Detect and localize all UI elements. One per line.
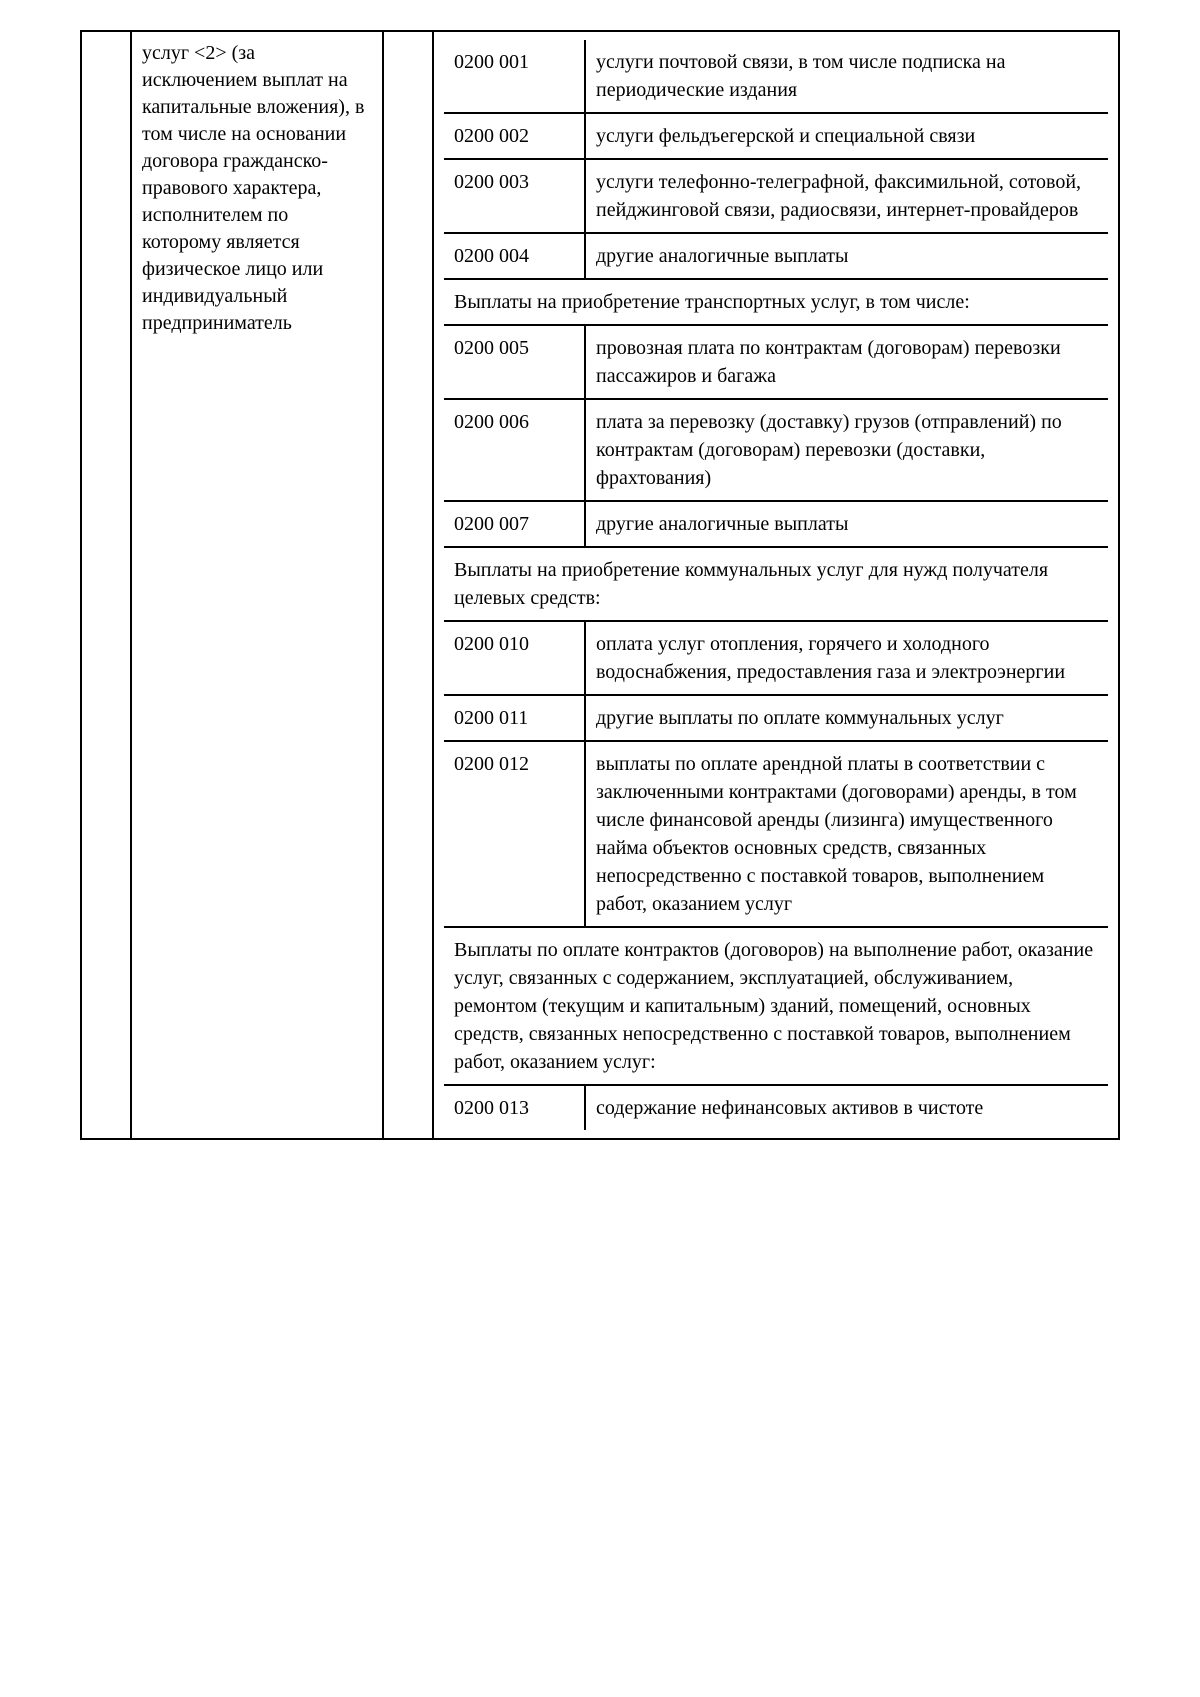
text-cell: другие аналогичные выплаты [585, 233, 1108, 279]
text-cell: провозная плата по контрактам (договорам… [585, 325, 1108, 399]
code-cell: 0200 003 [444, 159, 585, 233]
table-row: 0200 013содержание нефинансовых активов … [444, 1085, 1108, 1130]
section-header: Выплаты на приобретение коммунальных усл… [444, 547, 1108, 621]
table-row: 0200 001услуги почтовой связи, в том чис… [444, 40, 1108, 113]
table-row: 0200 012выплаты по оплате арендной платы… [444, 741, 1108, 927]
code-cell: 0200 012 [444, 741, 585, 927]
code-cell: 0200 001 [444, 40, 585, 113]
text-cell: выплаты по оплате арендной платы в соотв… [585, 741, 1108, 927]
table-row: 0200 011другие выплаты по оплате коммуна… [444, 695, 1108, 741]
text-cell: услуги телефонно-телеграфной, факсимильн… [585, 159, 1108, 233]
text-cell: другие аналогичные выплаты [585, 501, 1108, 547]
table-row: Выплаты по оплате контрактов (договоров)… [444, 927, 1108, 1085]
code-cell: 0200 006 [444, 399, 585, 501]
section-header: Выплаты на приобретение транспортных усл… [444, 279, 1108, 325]
table-row: Выплаты на приобретение транспортных усл… [444, 279, 1108, 325]
inner-table-holder: 0200 001услуги почтовой связи, в том чис… [433, 31, 1119, 1139]
description-text: услуг <2> (за исключением выплат на капи… [142, 42, 364, 334]
text-cell: услуги почтовой связи, в том числе подпи… [585, 40, 1108, 113]
table-row: 0200 003услуги телефонно-телеграфной, фа… [444, 159, 1108, 233]
spacer-cell [383, 31, 433, 1139]
text-cell: другие выплаты по оплате коммунальных ус… [585, 695, 1108, 741]
code-cell: 0200 002 [444, 113, 585, 159]
code-cell: 0200 005 [444, 325, 585, 399]
table-row: 0200 007другие аналогичные выплаты [444, 501, 1108, 547]
table-row: 0200 005провозная плата по контрактам (д… [444, 325, 1108, 399]
code-cell: 0200 013 [444, 1085, 585, 1130]
outer-table: услуг <2> (за исключением выплат на капи… [80, 30, 1120, 1140]
description-cell: услуг <2> (за исключением выплат на капи… [131, 31, 383, 1139]
text-cell: услуги фельдъегерской и специальной связ… [585, 113, 1108, 159]
inner-table: 0200 001услуги почтовой связи, в том чис… [444, 40, 1108, 1130]
code-cell: 0200 011 [444, 695, 585, 741]
text-cell: плата за перевозку (доставку) грузов (от… [585, 399, 1108, 501]
text-cell: содержание нефинансовых активов в чистот… [585, 1085, 1108, 1130]
code-cell: 0200 010 [444, 621, 585, 695]
table-row: 0200 010оплата услуг отопления, горячего… [444, 621, 1108, 695]
code-cell: 0200 007 [444, 501, 585, 547]
table-row: Выплаты на приобретение коммунальных усл… [444, 547, 1108, 621]
table-row: 0200 004другие аналогичные выплаты [444, 233, 1108, 279]
left-margin-cell [81, 31, 131, 1139]
code-cell: 0200 004 [444, 233, 585, 279]
text-cell: оплата услуг отопления, горячего и холод… [585, 621, 1108, 695]
table-row: 0200 002услуги фельдъегерской и специаль… [444, 113, 1108, 159]
table-row: 0200 006плата за перевозку (доставку) гр… [444, 399, 1108, 501]
document-page: услуг <2> (за исключением выплат на капи… [0, 0, 1200, 1697]
section-header: Выплаты по оплате контрактов (договоров)… [444, 927, 1108, 1085]
